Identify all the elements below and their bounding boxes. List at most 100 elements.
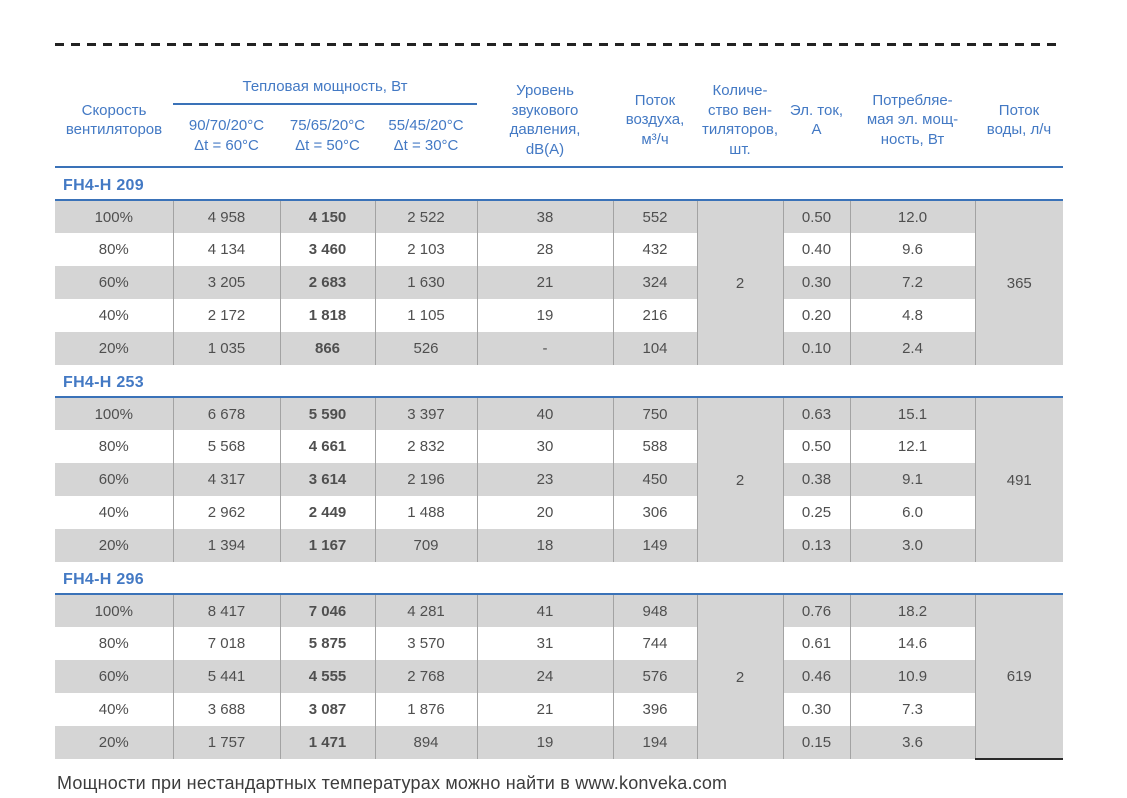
cell-power-75: 4 150 <box>279 200 375 233</box>
cell-speed: 60% <box>55 266 173 299</box>
cell-speed: 60% <box>55 660 173 693</box>
cell-air-flow: 432 <box>612 233 697 266</box>
cell-speed: 100% <box>55 397 173 430</box>
cell-el-power: 12.1 <box>849 430 975 463</box>
cell-power-55: 3 397 <box>374 397 477 430</box>
cell-el-power: 9.1 <box>849 463 975 496</box>
cell-noise: 38 <box>476 200 613 233</box>
table-row: 60% 5 441 4 555 2 768 24 576 0.46 10.9 <box>55 660 1063 693</box>
header-temp-90-70-20: 90/70/20°C Δt = 60°C <box>173 104 280 168</box>
cell-power-55: 4 281 <box>374 594 477 627</box>
cell-power-90: 2 172 <box>172 299 280 332</box>
cell-water-flow: 619 <box>974 594 1063 760</box>
cell-power-55: 2 832 <box>374 430 477 463</box>
cell-current: 0.76 <box>782 594 850 627</box>
cell-noise: 20 <box>476 496 613 529</box>
cell-el-power: 3.6 <box>849 726 975 759</box>
table-row: 20% 1 394 1 167 709 18 149 0.13 3.0 <box>55 529 1063 562</box>
header-el-power: Потребляе- мая эл. мощ- ность, Вт <box>850 74 975 168</box>
table-row: 100% 6 678 5 590 3 397 40 750 2 0.63 15.… <box>55 397 1063 562</box>
cell-el-power: 14.6 <box>849 627 975 660</box>
cell-power-90: 3 688 <box>172 693 280 726</box>
cell-speed: 20% <box>55 332 173 365</box>
cell-el-power: 3.0 <box>849 529 975 562</box>
cell-noise: 19 <box>476 299 613 332</box>
table-row: 40% 3 688 3 087 1 876 21 396 0.30 7.3 <box>55 693 1063 726</box>
cell-power-90: 2 962 <box>172 496 280 529</box>
cell-el-power: 9.6 <box>849 233 975 266</box>
table-row: 100% 4 958 4 150 2 522 38 552 2 0.50 12.… <box>55 200 1063 365</box>
table-row: 40% 2 962 2 449 1 488 20 306 0.25 6.0 <box>55 496 1063 529</box>
cell-power-75: 4 661 <box>279 430 375 463</box>
cell-speed: 100% <box>55 594 173 627</box>
cell-noise: 31 <box>476 627 613 660</box>
cell-noise: 21 <box>476 266 613 299</box>
cell-el-power: 7.3 <box>849 693 975 726</box>
cell-power-90: 3 205 <box>172 266 280 299</box>
cell-air-flow: 750 <box>612 397 697 430</box>
cell-power-55: 1 105 <box>374 299 477 332</box>
cell-power-55: 526 <box>374 332 477 365</box>
cell-power-75: 2 683 <box>279 266 375 299</box>
cell-noise: 18 <box>476 529 613 562</box>
cell-power-90: 1 394 <box>172 529 280 562</box>
cell-air-flow: 552 <box>612 200 697 233</box>
cell-current: 0.50 <box>782 430 850 463</box>
model-section: FH4-H 296 100% 8 417 7 046 4 281 41 948 … <box>55 562 1063 760</box>
cell-current: 0.30 <box>782 693 850 726</box>
model-section: FH4-H 209 100% 4 958 4 150 2 522 38 552 … <box>55 167 1063 365</box>
cell-speed: 80% <box>98 241 129 258</box>
section-title: FH4-H 253 <box>63 374 144 391</box>
cell-speed: 40% <box>98 701 129 718</box>
header-el-current: Эл. ток, А <box>783 74 850 168</box>
cell-power-75: 1 818 <box>279 299 375 332</box>
cell-speed: 60% <box>55 463 173 496</box>
cell-fan-count: 2 <box>696 397 783 562</box>
cell-speed: 100% <box>55 200 173 233</box>
table-header: Скорость вентиляторов Тепловая мощность,… <box>55 74 1063 168</box>
cell-air-flow: 149 <box>612 529 697 562</box>
section-title: FH4-H 209 <box>63 177 144 194</box>
cell-el-power: 4.8 <box>849 299 975 332</box>
cell-power-75: 5 875 <box>279 627 375 660</box>
cell-current: 0.20 <box>782 299 850 332</box>
cell-speed: 20% <box>55 726 173 759</box>
cell-speed: 80% <box>98 438 129 455</box>
header-thermal-power-group: Тепловая мощность, Вт <box>173 74 477 105</box>
cell-power-75: 1 167 <box>279 529 375 562</box>
cell-air-flow: 744 <box>612 627 697 660</box>
cell-current: 0.13 <box>782 529 850 562</box>
section-title-row: FH4-H 296 <box>55 562 1063 595</box>
table-row: 80% 7 018 5 875 3 570 31 744 0.61 14.6 <box>55 627 1063 660</box>
cell-el-power: 15.1 <box>849 397 975 430</box>
cell-el-power: 7.2 <box>849 266 975 299</box>
cell-current: 0.25 <box>782 496 850 529</box>
cell-water-flow: 365 <box>974 200 1063 365</box>
cell-power-55: 894 <box>374 726 477 759</box>
cell-noise: 41 <box>476 594 613 627</box>
cell-power-90: 1 757 <box>172 726 280 759</box>
table-row: 20% 1 757 1 471 894 19 194 0.15 3.6 <box>55 726 1063 759</box>
cell-current: 0.63 <box>782 397 850 430</box>
cell-power-90: 6 678 <box>172 397 280 430</box>
cell-current: 0.10 <box>782 332 850 365</box>
table-row: 100% 8 417 7 046 4 281 41 948 2 0.76 18.… <box>55 594 1063 760</box>
cell-power-90: 4 134 <box>172 233 280 266</box>
cell-power-75: 3 460 <box>279 233 375 266</box>
cell-power-90: 5 441 <box>172 660 280 693</box>
cell-current: 0.40 <box>782 233 850 266</box>
cell-power-55: 1 488 <box>374 496 477 529</box>
cell-current: 0.30 <box>782 266 850 299</box>
datasheet-content: Скорость вентиляторов Тепловая мощность,… <box>55 0 1063 794</box>
cell-air-flow: 194 <box>612 726 697 759</box>
header-fan-count: Количе- ство вен- тиляторов, шт. <box>697 74 783 168</box>
cell-noise: 24 <box>476 660 613 693</box>
cell-power-75: 3 087 <box>279 693 375 726</box>
table-row: 60% 4 317 3 614 2 196 23 450 0.38 9.1 <box>55 463 1063 496</box>
cell-el-power: 2.4 <box>849 332 975 365</box>
cell-water-flow: 491 <box>974 397 1063 562</box>
section-title-row: FH4-H 209 <box>55 167 1063 201</box>
cell-speed: 20% <box>55 529 173 562</box>
header-fan-speed: Скорость вентиляторов <box>55 74 173 168</box>
cell-noise: 30 <box>476 430 613 463</box>
